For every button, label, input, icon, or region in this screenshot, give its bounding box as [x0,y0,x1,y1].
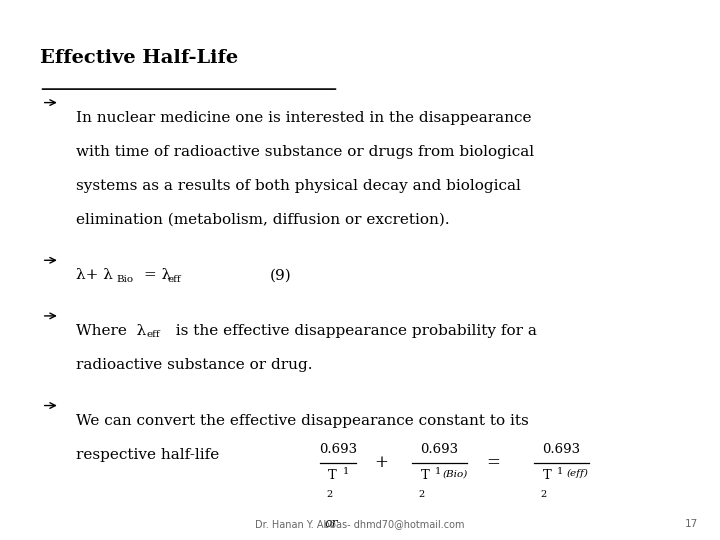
Text: systems as a results of both physical decay and biological: systems as a results of both physical de… [76,179,521,193]
Text: We can convert the effective disappearance constant to its: We can convert the effective disappearan… [76,414,528,428]
Text: λ+ λ: λ+ λ [76,268,112,282]
Text: 1: 1 [435,467,441,476]
Text: T: T [543,469,552,482]
Text: with time of radioactive substance or drugs from biological: with time of radioactive substance or dr… [76,145,534,159]
Text: +: + [374,454,389,471]
Text: (Bio): (Bio) [442,469,468,478]
Text: 0.693: 0.693 [420,443,458,456]
Text: (9): (9) [270,268,292,282]
Text: respective half-life: respective half-life [76,448,219,462]
Text: Dr. Hanan Y. Abbas- dhmd70@hotmail.com: Dr. Hanan Y. Abbas- dhmd70@hotmail.com [256,519,464,529]
Text: elimination (metabolism, diffusion or excretion).: elimination (metabolism, diffusion or ex… [76,213,449,227]
Text: T: T [328,469,337,482]
Text: eff: eff [168,275,181,284]
Text: 17: 17 [685,519,698,529]
Text: Effective Half-Life: Effective Half-Life [40,49,238,66]
Text: 0.693: 0.693 [320,443,357,456]
Text: T: T [420,469,429,482]
Text: Bio: Bio [117,275,134,284]
Text: 1: 1 [343,467,348,476]
Text: 2: 2 [326,490,332,499]
Text: Where  λ: Where λ [76,324,146,338]
Text: 1: 1 [557,467,563,476]
Text: (eff): (eff) [567,469,588,478]
Text: 0.693: 0.693 [543,443,580,456]
Text: In nuclear medicine one is interested in the disappearance: In nuclear medicine one is interested in… [76,111,531,125]
Text: radioactive substance or drug.: radioactive substance or drug. [76,358,312,372]
Text: = λ: = λ [144,268,171,282]
Text: or: or [324,517,338,530]
Text: 2: 2 [418,490,424,499]
Text: is the effective disappearance probability for a: is the effective disappearance probabili… [166,324,536,338]
Text: eff: eff [146,330,160,340]
Text: =: = [486,454,500,471]
Text: 2: 2 [541,490,546,499]
